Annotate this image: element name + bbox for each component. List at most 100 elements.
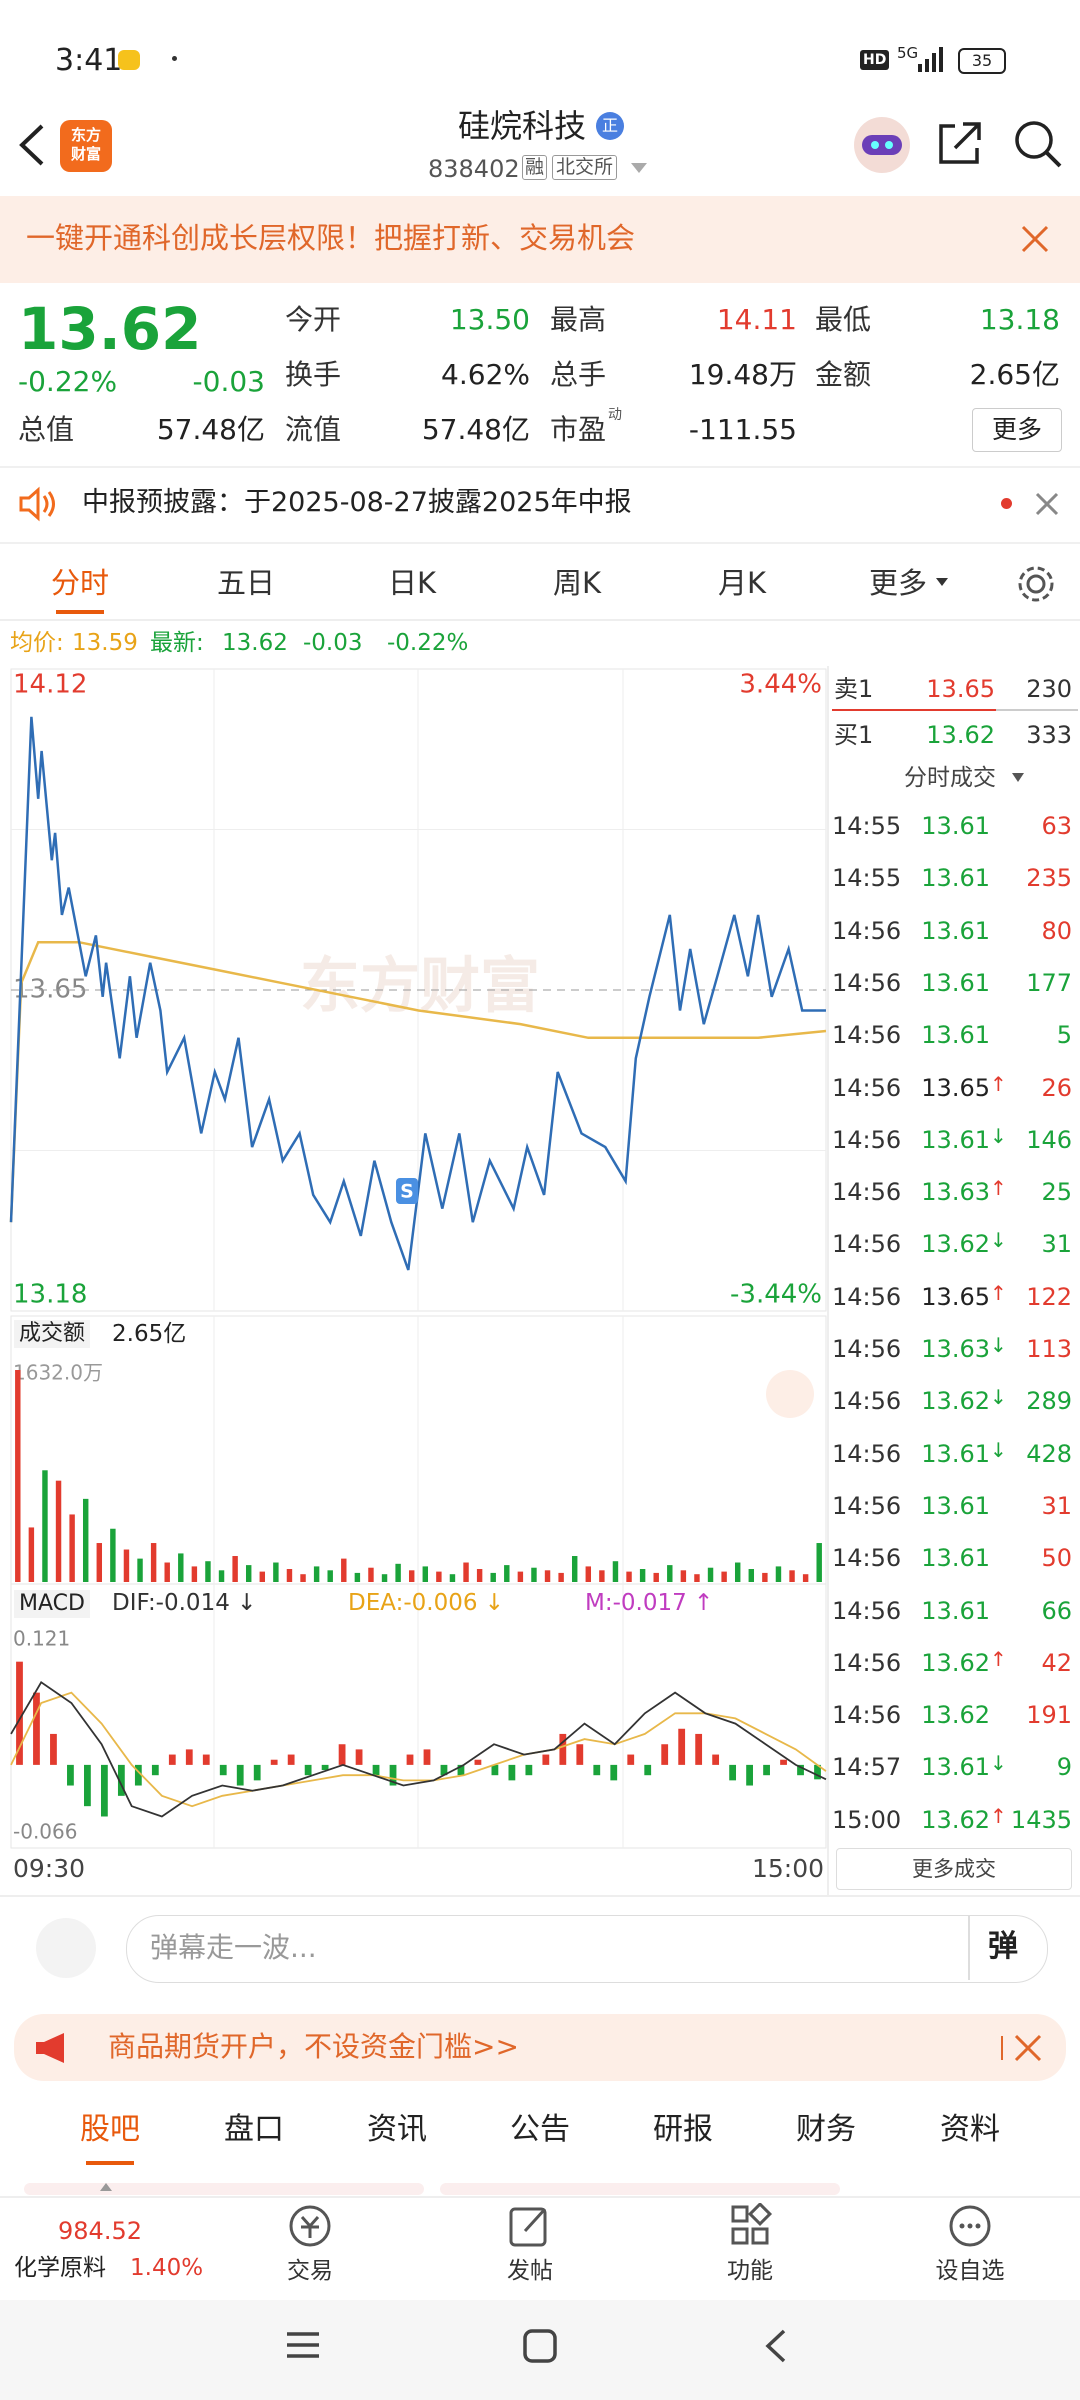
comment-placeholder: 弹幕走一波...	[150, 1931, 317, 1964]
trade-arrow: ↓	[990, 1228, 1007, 1253]
search-icon[interactable]	[1012, 118, 1064, 170]
tab[interactable]: 日K	[387, 566, 437, 600]
field-value: 4.62%	[441, 358, 530, 391]
app-logo[interactable]: 东方 财富	[60, 120, 112, 172]
expand-arrow[interactable]	[100, 2183, 112, 2191]
section-tab[interactable]: 股吧	[80, 2112, 140, 2147]
volume-bar	[96, 1543, 103, 1582]
trade-volume: 25	[1041, 1178, 1072, 1207]
trade-volume: 63	[1041, 812, 1072, 840]
trade-price: 13.62	[921, 1805, 990, 1834]
more-button[interactable]: 更多	[972, 408, 1062, 452]
function-icon[interactable]	[725, 2203, 775, 2249]
nav-label[interactable]: 功能	[727, 2258, 773, 2284]
close-icon[interactable]	[1020, 224, 1050, 254]
section-tab[interactable]: 公告	[510, 2112, 570, 2147]
y-tick-label: 0.121	[13, 1627, 70, 1651]
trade-volume: 66	[1041, 1596, 1072, 1625]
section-tab[interactable]: 盘口	[224, 2112, 284, 2147]
back-button[interactable]	[14, 122, 50, 168]
volume-bar	[653, 1572, 659, 1582]
nav-label[interactable]: 交易	[287, 2258, 333, 2284]
back-nav-button[interactable]	[760, 2328, 790, 2364]
trade-price: 13.62	[921, 1230, 990, 1259]
macd-label[interactable]: MACD	[14, 1590, 90, 1618]
tab[interactable]: 五日	[216, 566, 276, 600]
expand-button[interactable]	[766, 1370, 814, 1418]
volume-bar	[178, 1553, 184, 1582]
trade-arrow: ↓	[990, 1123, 1007, 1148]
macd-bar	[236, 1764, 244, 1786]
section-tab[interactable]: 财务	[796, 2112, 856, 2147]
watchlist-icon[interactable]	[945, 2203, 995, 2249]
field-label: 换手	[285, 358, 342, 391]
trade-volume: 191	[1026, 1701, 1072, 1730]
badge: 正	[596, 112, 624, 140]
macd-bar	[372, 1764, 380, 1776]
volume-bar	[313, 1566, 320, 1582]
notice-text[interactable]: 中报预披露：于2025-08-27披露2025年中报	[82, 487, 632, 518]
volume-label[interactable]: 成交额	[14, 1320, 91, 1348]
macd-bar	[338, 1744, 346, 1765]
comment-icon[interactable]	[36, 1918, 96, 1978]
trade-icon[interactable]	[285, 2203, 335, 2249]
settings-icon[interactable]	[1015, 563, 1057, 605]
menu-button[interactable]	[285, 2330, 321, 2360]
close-icon[interactable]	[1000, 2034, 1044, 2062]
macd-bar	[644, 1764, 652, 1776]
tab[interactable]: 月K	[717, 566, 767, 600]
sector-name[interactable]: 化学原料	[14, 2255, 106, 2281]
trades-title[interactable]: 分时成交	[904, 765, 996, 791]
volume-bar	[327, 1570, 333, 1582]
volume-bar	[395, 1563, 401, 1582]
trade-price: 13.61	[921, 864, 990, 893]
tab[interactable]: 周K	[552, 566, 602, 600]
macd-bar	[780, 1759, 787, 1765]
macd-bar	[304, 1764, 312, 1776]
trade-time: 14:56	[832, 1073, 902, 1102]
nav-label[interactable]: 设自选	[935, 2258, 1005, 2284]
y2-tick-label: 3.44%	[739, 670, 822, 700]
promo-banner[interactable]	[0, 196, 1080, 283]
section-tab[interactable]: 资料	[940, 2112, 1000, 2147]
volume-total: 2.65亿	[112, 1321, 187, 1347]
volume-bar	[110, 1528, 116, 1582]
nav-label[interactable]: 发帖	[507, 2258, 553, 2284]
macd-bar	[491, 1764, 499, 1776]
trade-volume: 177	[1026, 968, 1072, 997]
volume-bar	[504, 1565, 510, 1582]
post-icon[interactable]	[505, 2203, 555, 2249]
tab[interactable]: 更多	[868, 566, 928, 600]
comment-input[interactable]	[126, 1915, 1048, 1983]
field-label: 总值	[18, 413, 75, 446]
field-value: 13.50	[449, 303, 530, 336]
section-tab[interactable]: 资讯	[367, 2112, 427, 2147]
trade-price: 13.61	[921, 916, 990, 945]
dif-label: DIF:-0.014 ↓	[112, 1590, 257, 1616]
dropdown-icon[interactable]	[630, 162, 648, 174]
avg-price: 13.59	[72, 630, 138, 656]
sector-change: 1.40%	[130, 2255, 204, 2281]
close-icon[interactable]	[1035, 492, 1059, 516]
last-price: 13.62	[18, 295, 202, 363]
field-label: 最高	[550, 303, 607, 336]
share-icon[interactable]	[935, 118, 985, 168]
home-button[interactable]	[522, 2328, 558, 2364]
avatar[interactable]	[850, 115, 914, 175]
tab[interactable]: 分时	[50, 566, 110, 600]
section-tab[interactable]: 研报	[653, 2112, 713, 2147]
more-trades[interactable]: 更多成交	[836, 1848, 1072, 1890]
card-preview	[440, 2183, 840, 2195]
ad-banner[interactable]	[14, 2014, 1066, 2081]
volume-bar	[816, 1543, 822, 1582]
trade-volume: 5	[1056, 1021, 1072, 1050]
trade-price: 13.61	[921, 1596, 990, 1625]
danmaku-button[interactable]: 弹	[988, 1929, 1018, 1964]
volume-bar	[721, 1571, 727, 1582]
volume-bar	[517, 1571, 524, 1582]
volume-bar	[245, 1565, 252, 1582]
field-value: 14.11	[716, 303, 797, 336]
index-value[interactable]: 984.52	[58, 2217, 142, 2245]
dropdown-arrow	[1012, 773, 1024, 782]
